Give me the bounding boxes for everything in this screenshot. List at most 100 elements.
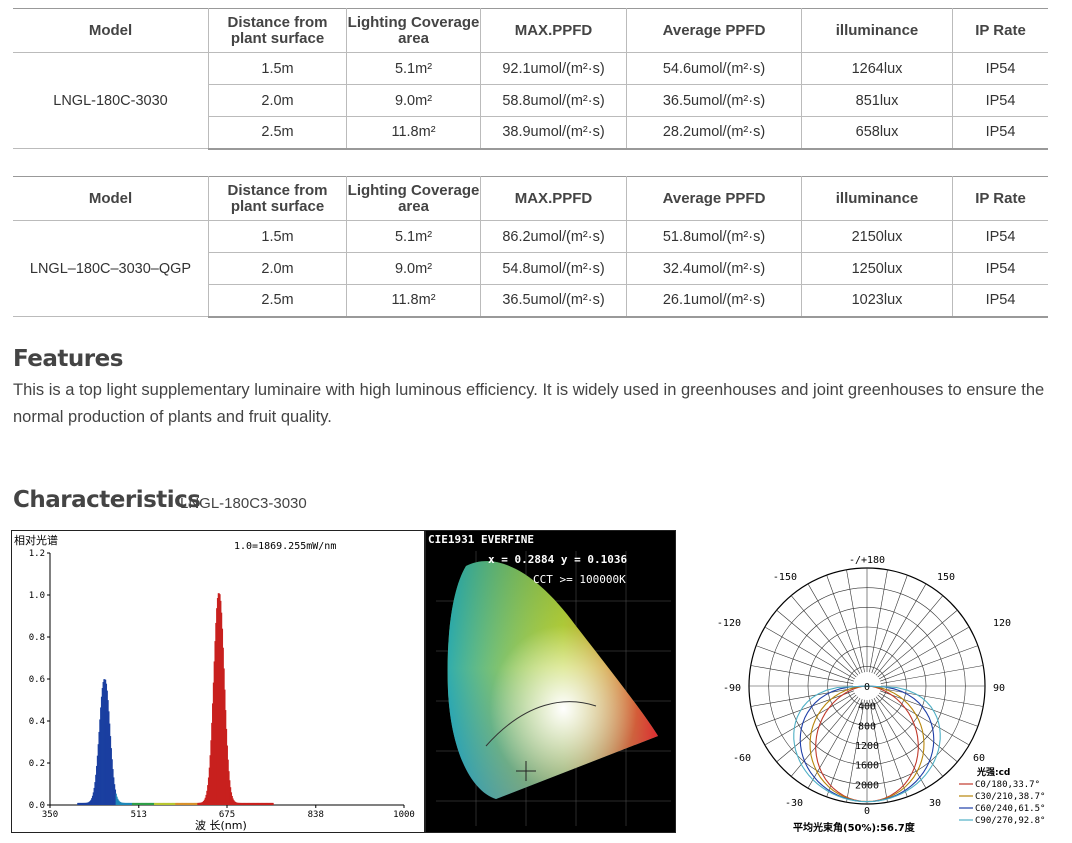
spectrum-area-slice [116, 796, 118, 805]
spectrum-area-slice [102, 682, 104, 805]
spectrum-area-slice [207, 777, 210, 805]
illuminance-cell: 851lux [801, 84, 953, 117]
spectrum-area-slice [155, 802, 157, 805]
header-distance: Distance from plant surface [208, 176, 347, 221]
polar-spoke [807, 583, 861, 675]
spectrum-area-slice [216, 598, 219, 805]
spectrum-area-slice [142, 802, 144, 805]
header-coverage: Lighting Coverage area [346, 8, 481, 53]
polar-legend-title: 光强:cd [976, 766, 1010, 778]
spectrum-area-slice [146, 802, 148, 805]
spectrum-area-slice [265, 802, 267, 805]
spectrum-area-slice [230, 792, 233, 805]
spectrum-area-slice [227, 759, 229, 805]
polar-angle-label: -150 [773, 572, 797, 583]
coverage-cell: 5.1m² [346, 52, 481, 85]
spectrum-x-tick-label: 838 [308, 810, 324, 820]
header-coverage: Lighting Coverage area [346, 176, 481, 221]
max-ppfd-cell: 54.8umol/(m²·s) [480, 252, 627, 285]
spectrum-area-slice [132, 802, 134, 805]
spectrum-area-slice [197, 802, 199, 805]
features-heading: Features [13, 346, 123, 372]
spectrum-area-slice [119, 801, 121, 805]
spectrum-area-slice [122, 802, 125, 805]
illuminance-cell: 1023lux [801, 284, 953, 318]
spectrum-area-slice [257, 802, 259, 805]
spectrum-y-tick-label: 0.0 [29, 801, 45, 811]
spectrum-area-slice [124, 802, 126, 805]
spectrum-area-slice [200, 802, 202, 805]
spectrum-area-slice [90, 799, 92, 805]
spectrum-ylabel: 相对光谱 [14, 533, 58, 547]
spectrum-area-slice [263, 802, 265, 805]
spectrum-area-slice [91, 795, 94, 805]
max-ppfd-cell: 92.1umol/(m²·s) [480, 52, 627, 85]
distance-cell: 2.0m [208, 252, 347, 285]
spectrum-area-slice [234, 801, 237, 805]
spectrum-area-slice [195, 802, 197, 805]
spectrum-area-slice [256, 802, 258, 805]
spectrum-area-slice [259, 802, 261, 805]
spectrum-area-slice [107, 700, 109, 805]
polar-spoke [877, 609, 958, 678]
spectrum-area-slice [183, 802, 185, 805]
spectrum-area-slice [77, 802, 79, 805]
model-cell: LNGL-180C-3030 [13, 52, 209, 149]
table-row: 2.0m 9.0m² 54.8umol/(m²·s) 32.4umol/(m²·… [13, 252, 1048, 285]
spectrum-area-slice [236, 802, 238, 805]
polar-radial-label: 1200 [855, 741, 879, 752]
polar-angle-label: -120 [717, 618, 741, 629]
spectrum-area-slice [208, 767, 210, 805]
spectrum-area-slice [243, 802, 245, 805]
header-ip-rate: IP Rate [952, 8, 1048, 53]
spectrum-area-slice [184, 802, 186, 805]
characteristics-model: LNGL-180C3-3030 [180, 495, 307, 512]
spectrum-area-slice [186, 802, 188, 805]
spectrum-area-slice [180, 802, 183, 805]
polar-spoke [750, 688, 854, 707]
spectrum-area-slice [112, 769, 114, 805]
polar-spoke [880, 645, 978, 682]
spectrum-chart: 相对光谱 1.0=1869.255mW/nm 波 长(nm) 0.0 0.2 0.4… [11, 530, 425, 833]
spectrum-area-slice [145, 802, 148, 805]
spectrum-area-slice [110, 748, 112, 805]
spectrum-area-slice [202, 801, 204, 805]
spectrum-area-slice [130, 802, 132, 805]
spectrum-area-slice [255, 802, 257, 805]
spectrum-area-slice [154, 802, 156, 805]
spectrum-area-slice [241, 802, 243, 805]
spectrum-area-slice [212, 682, 215, 805]
spectrum-area-slice [135, 802, 137, 805]
cie-diagram: CIE1931 EVERFINE x = 0.2884 y = 0.1036 C… [425, 530, 676, 833]
polar-spoke [807, 697, 861, 789]
spectrum-area-slice [114, 789, 117, 805]
spectrum-area-slice [271, 802, 273, 805]
spectrum-x-tick-label: 350 [42, 810, 58, 820]
spectrum-area-slice [190, 802, 192, 805]
spectrum-area-slice [244, 802, 246, 805]
spec-table-1: Model Distance from plant surface Lighti… [13, 8, 1048, 150]
polar-spoke [750, 665, 854, 684]
spectrum-area-slice [224, 689, 226, 805]
ip-rate-cell: IP54 [952, 84, 1048, 117]
spectrum-area-slice [234, 801, 236, 805]
polar-spoke [756, 690, 854, 727]
spectrum-area-slice [157, 802, 159, 805]
spectrum-area-slice [240, 802, 242, 805]
avg-ppfd-cell: 28.2umol/(m²·s) [626, 116, 802, 150]
spectrum-area-slice [82, 802, 84, 805]
spectrum-area-slice [140, 802, 143, 805]
spectrum-area-slice [93, 787, 95, 805]
features-text: This is a top light supplementary lumina… [13, 381, 1045, 426]
spectrum-area-slice [269, 802, 271, 805]
spectrum-area-slice [222, 647, 224, 805]
spectrum-y-tick-label: 0.8 [29, 633, 45, 643]
header-distance: Distance from plant surface [208, 8, 347, 53]
spectrum-area-slice [245, 802, 247, 805]
spectrum-area-slice [87, 802, 90, 805]
spectrum-area-slice [182, 802, 184, 805]
spectrum-area-slice [177, 802, 179, 805]
coverage-cell: 9.0m² [346, 84, 481, 117]
spectrum-area-slice [174, 802, 176, 805]
polar-spoke [875, 696, 944, 777]
